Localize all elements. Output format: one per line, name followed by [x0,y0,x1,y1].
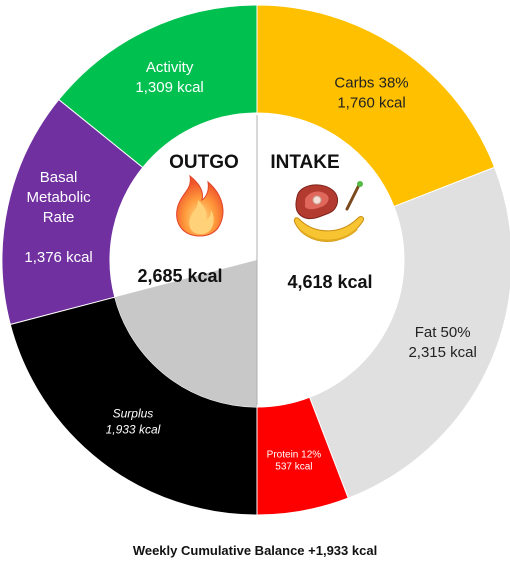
label-line: Surplus [113,407,154,421]
center-intake-half [257,113,404,407]
label-fat: Fat 50% 2,315 kcal [408,324,476,361]
segment-labels: Carbs 38% 1,760 kcal Fat 50% 2,315 kcal Prot… [24,59,476,473]
label-carbs: Carbs 38% 1,760 kcal [334,74,408,111]
intake-total: 4,618 kcal [287,272,372,292]
label-line: Rate [43,209,75,226]
chart-caption: Weekly Cumulative Balance +1,933 kcal [132,543,378,558]
label-line: 537 kcal [275,462,312,473]
label-activity: Activity 1,309 kcal [135,59,203,96]
label-line: 1,376 kcal [24,249,92,266]
center-surplus-sector [114,260,257,407]
label-line: Activity [146,59,194,76]
fire-icon [176,174,224,237]
label-basal-metabolic-rate: Basal Metabolic Rate 1,376 kcal [24,169,92,266]
label-line: Metabolic [26,189,91,206]
label-line: Basal [40,169,78,186]
label-protein: Protein 12% 537 kcal [267,450,322,473]
intake-title: INTAKE [270,152,339,173]
label-line: Fat 50% [415,324,471,341]
outgo-title: OUTGO [169,152,239,173]
label-line: Carbs 38% [334,74,408,91]
label-surplus: Surplus 1,933 kcal [106,407,161,437]
label-line: 1,760 kcal [337,94,405,111]
label-line: 2,315 kcal [408,344,476,361]
label-line: 1,933 kcal [106,423,161,437]
segment-fat [308,166,510,499]
outgo-total: 2,685 kcal [137,266,222,286]
label-line: Protein 12% [267,450,322,461]
label-line: 1,309 kcal [135,79,203,96]
food-icon [293,181,364,242]
center-disc [110,113,404,407]
